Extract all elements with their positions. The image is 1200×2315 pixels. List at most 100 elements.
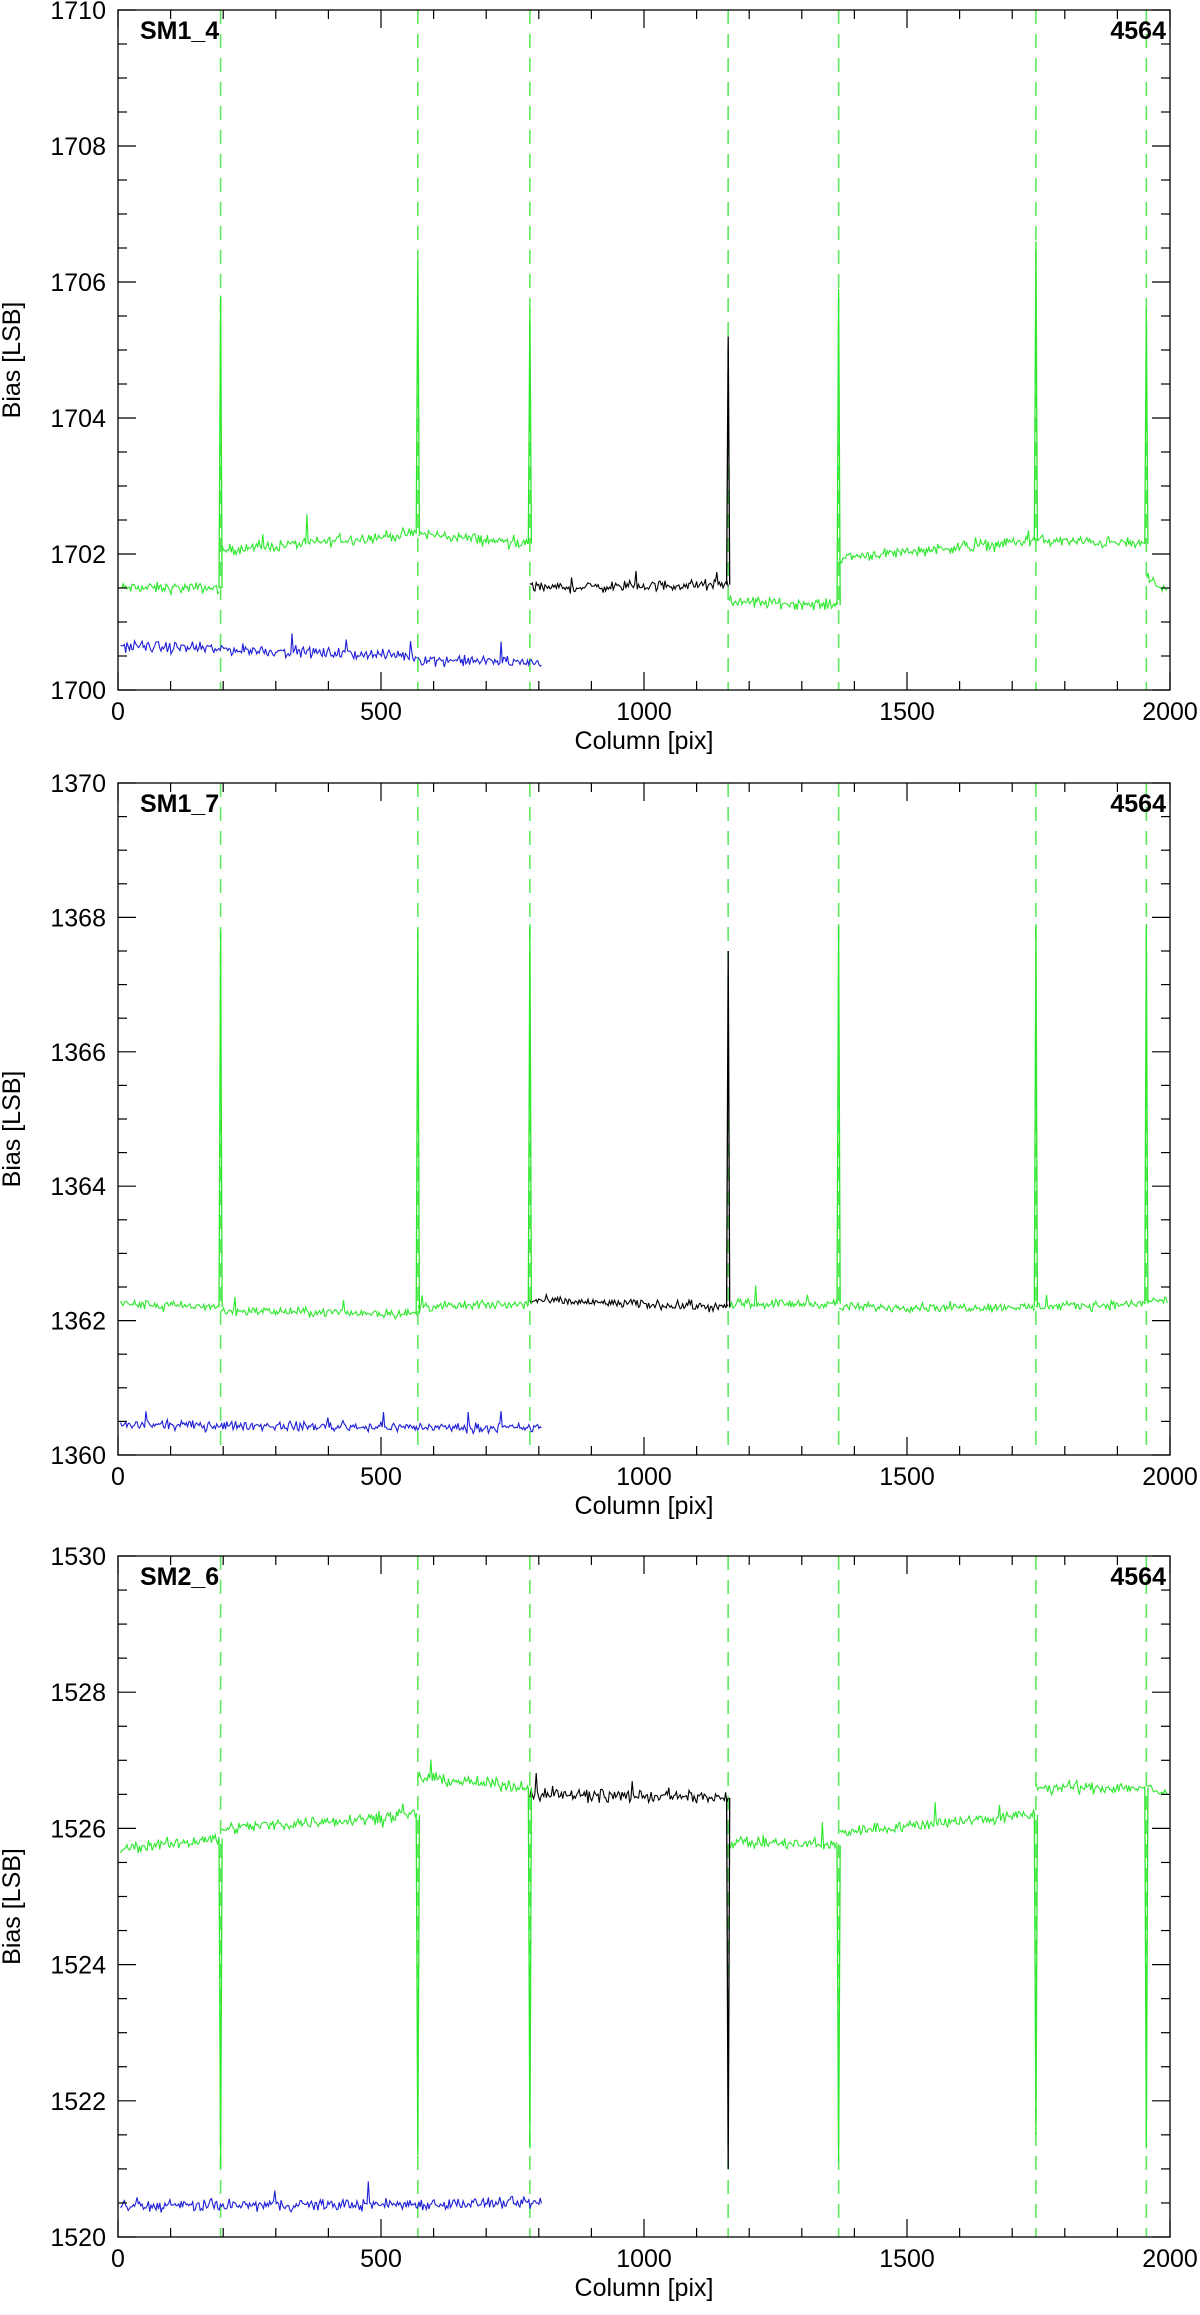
panel-label: SM1_7: [140, 790, 219, 818]
panel-3: 0 500 1000 1500 2000 1520 1522 1524 1526 1528 1530…: [0, 1543, 1198, 2302]
spike: [415, 261, 421, 534]
y-tick-label: 1366: [50, 1039, 106, 1067]
y-tick-label: 1704: [50, 405, 106, 433]
green-series-segment: [728, 595, 838, 611]
green-series-segment: [1146, 572, 1168, 594]
blue-series-segment: [120, 2181, 542, 2213]
spike: [725, 1797, 731, 2169]
spike: [836, 924, 841, 1304]
spike: [1033, 924, 1039, 1308]
run-label: 4564: [1110, 790, 1166, 818]
y-tick-label: 1700: [50, 677, 106, 705]
green-series-segment: [417, 1759, 530, 1794]
y-tick-label: 1524: [50, 1952, 106, 1980]
plot-frame: [117, 1555, 1171, 2238]
blue-series-segment: [120, 633, 418, 663]
green-series-segment: [220, 1296, 418, 1320]
x-tick-label: 2000: [1142, 1463, 1198, 1491]
x-tick-label: 500: [360, 698, 402, 726]
green-series-segment: [728, 1285, 839, 1310]
x-tick-label: 0: [111, 698, 125, 726]
blue-series-segment: [417, 641, 542, 668]
green-series-segment: [120, 581, 220, 597]
series-group: [120, 241, 1168, 668]
spike: [527, 309, 533, 544]
x-tick-label: 1500: [879, 1463, 935, 1491]
black-series-segment: [529, 1772, 729, 1805]
spike: [527, 924, 533, 1304]
x-tick-label: 0: [111, 2245, 125, 2273]
x-tick-label: 1500: [879, 2245, 935, 2273]
y-tick-label: 1530: [50, 1543, 106, 1571]
panel-1: 0 500 1000 1500 2000 1700 1702 1704 1706 1708 1710…: [0, 0, 1198, 755]
x-tick-label: 1500: [879, 698, 935, 726]
x-tick-label: 1000: [616, 698, 672, 726]
y-tick-label: 1362: [50, 1308, 106, 1336]
x-tick-label: 500: [360, 1463, 402, 1491]
y-axis-title: Bias [LSB]: [0, 1071, 26, 1188]
green-series-segment: [1035, 1294, 1146, 1313]
x-tick-label: 2000: [1142, 698, 1198, 726]
y-tick-label: 1710: [50, 0, 106, 25]
green-series-segment: [838, 530, 1036, 565]
series-group: [120, 1759, 1168, 2213]
run-label: 4564: [1110, 17, 1166, 45]
run-label: 4564: [1110, 1563, 1166, 1591]
spike: [836, 288, 841, 606]
panel-label: SM2_6: [140, 1563, 219, 1591]
x-axis-title: Column [pix]: [575, 1492, 714, 1520]
y-tick-label: 1528: [50, 1679, 106, 1707]
green-series-segment: [1036, 533, 1146, 550]
green-series-segment: [221, 514, 417, 557]
black-series-segment: [529, 1292, 729, 1314]
x-tick-label: 500: [360, 2245, 402, 2273]
spike: [218, 1838, 223, 2169]
green-series-segment: [220, 1803, 418, 1835]
spike: [1033, 241, 1039, 541]
y-axis-title: Bias [LSB]: [0, 302, 26, 419]
green-series-segment: [417, 1295, 530, 1312]
spike: [415, 930, 421, 1314]
green-series-segment: [1035, 1778, 1146, 1797]
green-series-segment: [1146, 1784, 1168, 1795]
spike: [725, 336, 731, 585]
y-tick-label: 1702: [50, 541, 106, 569]
spike: [415, 1814, 421, 2156]
panel-label: SM1_4: [140, 17, 219, 45]
y-tick-label: 1520: [50, 2224, 106, 2252]
spike: [1144, 309, 1149, 544]
green-series-segment: [120, 1832, 220, 1854]
green-series-segment: [838, 1300, 1036, 1314]
y-tick-label: 1368: [50, 904, 106, 932]
black-series-segment: [529, 570, 729, 594]
spike: [218, 930, 223, 1308]
x-tick-label: 1000: [616, 1463, 672, 1491]
y-tick-label: 1706: [50, 269, 106, 297]
spike: [218, 295, 223, 589]
y-tick-label: 1522: [50, 2088, 106, 2116]
blue-series-segment: [120, 1411, 542, 1436]
y-tick-label: 1370: [50, 770, 106, 798]
panel-2: 0 500 1000 1500 2000 1360 1362 1364 1366 1368 1370…: [0, 770, 1198, 1520]
spike: [1144, 924, 1149, 1304]
green-series-segment: [120, 1298, 220, 1313]
x-tick-label: 2000: [1142, 2245, 1198, 2273]
spike: [1144, 1787, 1149, 2149]
y-tick-label: 1364: [50, 1173, 106, 1201]
spike: [527, 1787, 533, 2149]
spike: [725, 950, 731, 1308]
green-series-segment: [417, 528, 530, 550]
x-tick-label: 1000: [616, 2245, 672, 2273]
green-series-segment: [728, 1822, 838, 1850]
y-tick-label: 1708: [50, 133, 106, 161]
series-group: [120, 924, 1168, 1436]
green-series-segment: [1146, 1295, 1168, 1305]
y-tick-label: 1526: [50, 1815, 106, 1843]
spike: [836, 1845, 841, 2163]
x-axis-title: Column [pix]: [575, 727, 714, 755]
spike: [1033, 1814, 1039, 2135]
x-tick-label: 0: [111, 1463, 125, 1491]
green-series-segment: [838, 1802, 1036, 1837]
x-axis-title: Column [pix]: [575, 2274, 714, 2302]
